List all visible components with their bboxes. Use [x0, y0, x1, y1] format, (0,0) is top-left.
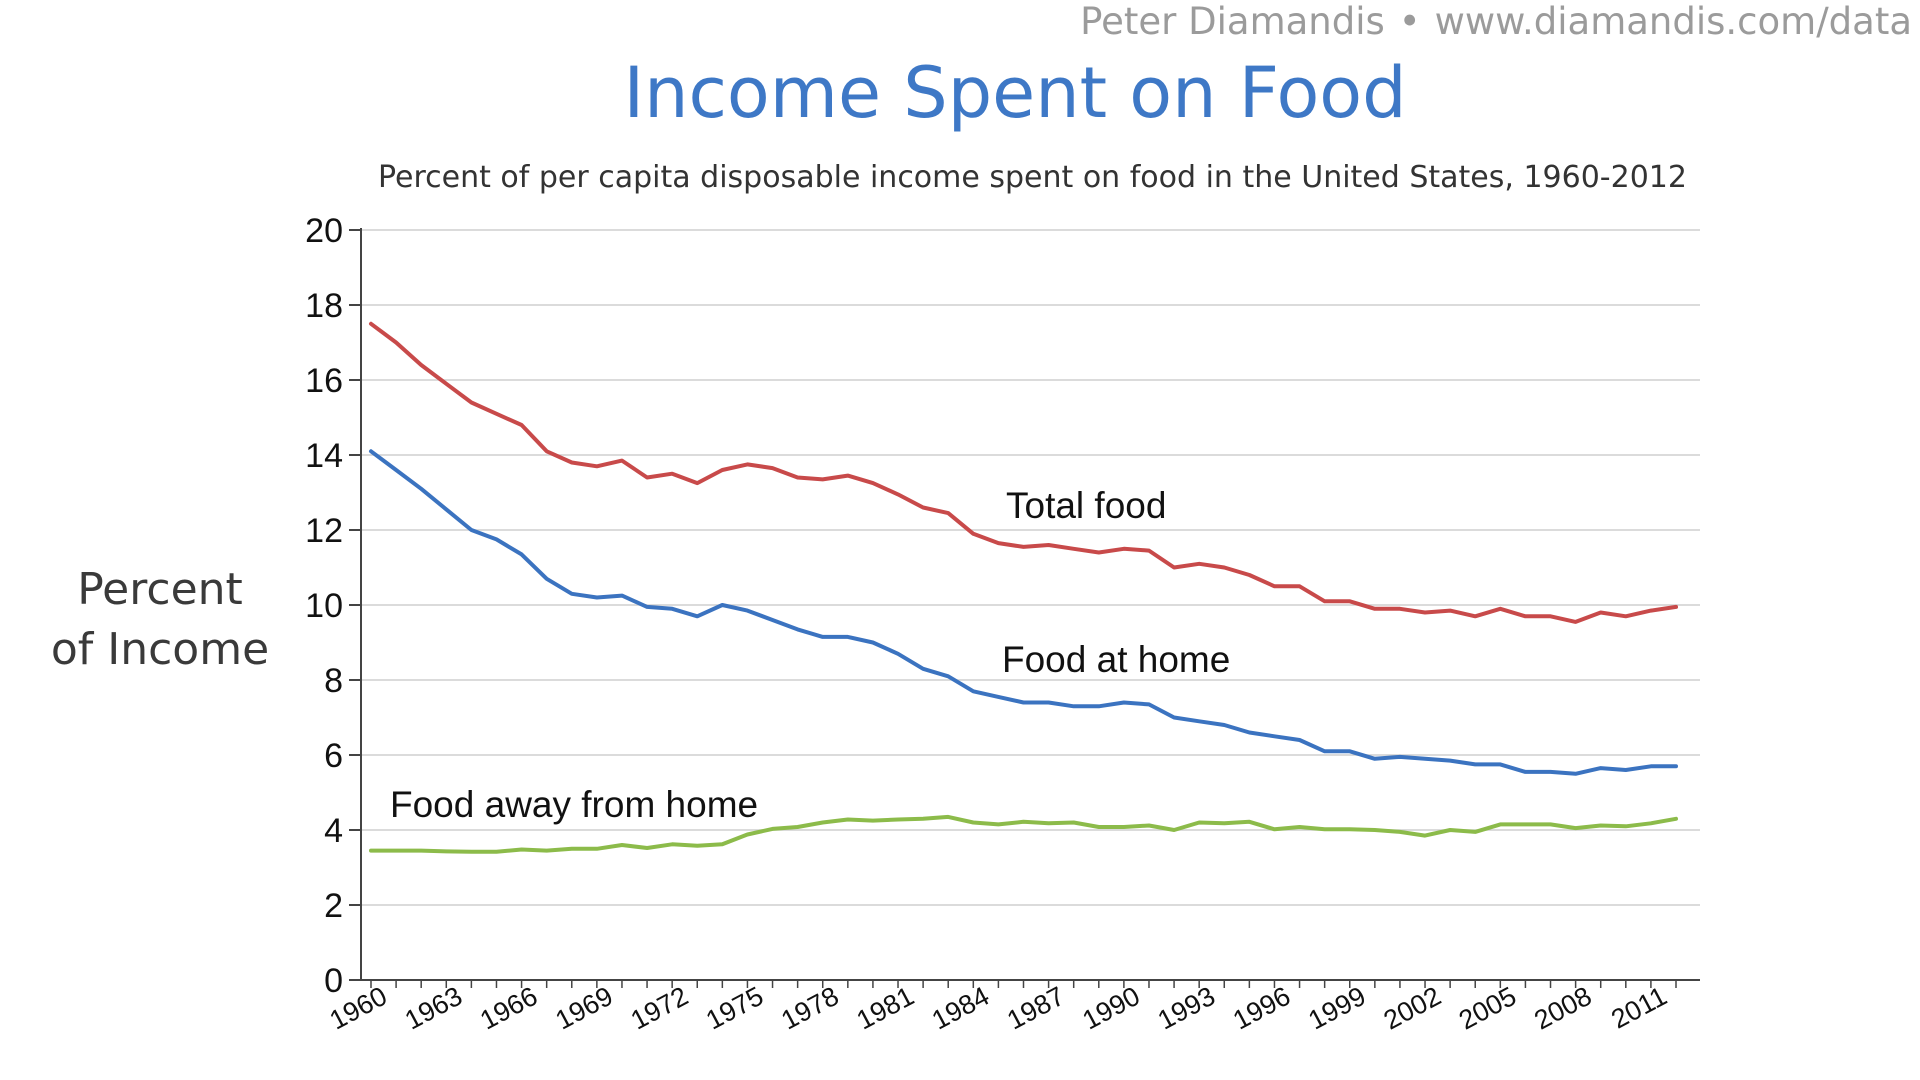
- x-tick-label-1984: 1984: [927, 981, 994, 1036]
- y-axis-label-line-1: Percent: [77, 564, 243, 615]
- y-axis-label: Percent of Income: [40, 560, 280, 680]
- x-tick-label-1975: 1975: [701, 981, 768, 1036]
- chart-title: Income Spent on Food: [623, 52, 1407, 134]
- x-tick-label-2011: 2011: [1606, 981, 1671, 1035]
- credit-separator: •: [1398, 0, 1421, 43]
- y-tick-label-14: 14: [305, 437, 343, 475]
- x-tick-label-1990: 1990: [1078, 981, 1145, 1036]
- x-tick-label-1966: 1966: [475, 981, 542, 1036]
- series-label-total-food: Total food: [1006, 485, 1166, 526]
- y-tick-label-0: 0: [324, 962, 343, 1000]
- series-label-food-at-home: Food at home: [1002, 639, 1230, 680]
- y-tick-label-6: 6: [324, 737, 343, 775]
- series-line-total-food: [369, 321, 1678, 624]
- x-tick-label-1981: 1981: [852, 981, 919, 1036]
- x-tick-label-1993: 1993: [1153, 981, 1220, 1036]
- credit-author: Peter Diamandis: [1080, 0, 1385, 43]
- x-tick-labels: 1960 1963 1966 1969 1972 1975 1978 1981 1984 1987…: [325, 981, 1672, 1036]
- x-tick-label-1969: 1969: [551, 981, 618, 1036]
- series-label-food-away-from-home: Food away from home: [390, 784, 758, 825]
- x-tick-label-1963: 1963: [400, 981, 467, 1036]
- x-tick-label-1996: 1996: [1228, 981, 1295, 1036]
- y-tick-label-8: 8: [324, 662, 343, 700]
- y-tick-label-18: 18: [305, 287, 343, 325]
- x-tick-label-2008: 2008: [1529, 981, 1596, 1036]
- x-tick-label-1999: 1999: [1303, 981, 1370, 1036]
- y-tick-label-16: 16: [305, 362, 343, 400]
- y-tick-label-2: 2: [324, 887, 343, 925]
- series-line-food-away-from-home: [369, 814, 1678, 854]
- x-tick-label-2002: 2002: [1379, 981, 1446, 1036]
- axes: [349, 228, 1700, 988]
- credit-url: www.diamandis.com/data: [1434, 0, 1912, 43]
- y-tick-label-12: 12: [305, 512, 343, 550]
- x-tick-label-2005: 2005: [1454, 981, 1521, 1036]
- y-axis-label-line-2: of Income: [50, 624, 270, 675]
- y-tick-label-10: 10: [305, 587, 343, 625]
- x-tick-label-1987: 1987: [1002, 981, 1069, 1036]
- y-tick-label-20: 20: [305, 212, 343, 250]
- credit-line: Peter Diamandis • www.diamandis.com/data: [1080, 0, 1912, 44]
- x-tick-label-1978: 1978: [776, 981, 843, 1036]
- y-tick-labels: 0 2 4 6 8 10 12 14 16 18 20: [305, 212, 343, 1000]
- series-line-food-at-home: [369, 449, 1678, 776]
- x-tick-label-1972: 1972: [626, 981, 693, 1036]
- series-lines: [369, 321, 1678, 854]
- chart-subtitle: Percent of per capita disposable income …: [378, 160, 1687, 195]
- y-tick-label-4: 4: [324, 812, 343, 850]
